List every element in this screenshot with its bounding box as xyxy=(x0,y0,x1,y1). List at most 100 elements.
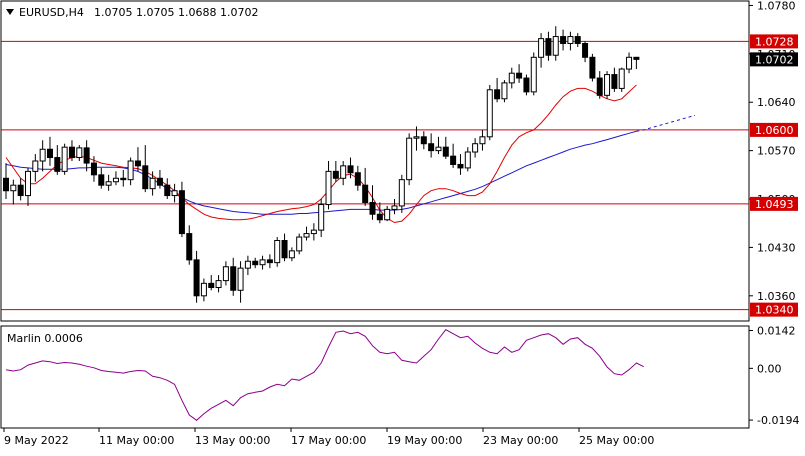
candle[interactable] xyxy=(10,179,17,205)
candle[interactable] xyxy=(538,33,545,68)
candle-body-bear xyxy=(46,148,53,159)
candle[interactable] xyxy=(120,169,127,187)
candle[interactable] xyxy=(376,202,383,224)
oscillator-axis: 0.0142 0.00 -0.0194 xyxy=(749,324,799,427)
candle[interactable] xyxy=(494,78,501,103)
candle[interactable] xyxy=(596,71,603,99)
candle[interactable] xyxy=(230,257,237,296)
candle[interactable] xyxy=(193,250,200,303)
candle[interactable] xyxy=(244,255,251,276)
candle[interactable] xyxy=(90,156,97,182)
candle[interactable] xyxy=(428,133,435,158)
candle[interactable] xyxy=(435,136,442,155)
candlesticks[interactable] xyxy=(3,26,640,303)
candle[interactable] xyxy=(32,154,39,182)
candle[interactable] xyxy=(178,181,185,238)
candle[interactable] xyxy=(127,157,134,186)
candle[interactable] xyxy=(237,261,244,303)
level-badge-bg xyxy=(750,302,798,317)
oscillator-tick-label: 0.0142 xyxy=(757,324,796,337)
candle[interactable] xyxy=(215,275,222,293)
candle[interactable] xyxy=(384,205,391,222)
candle[interactable] xyxy=(142,145,149,193)
candle[interactable] xyxy=(626,52,633,74)
candle[interactable] xyxy=(164,178,171,200)
candle[interactable] xyxy=(266,254,273,269)
candle[interactable] xyxy=(508,67,515,89)
candle[interactable] xyxy=(442,136,449,159)
candle[interactable] xyxy=(222,261,229,286)
level-badge-text: 1.0600 xyxy=(755,124,794,137)
candle[interactable] xyxy=(288,247,295,262)
candle[interactable] xyxy=(310,223,317,241)
candle[interactable] xyxy=(171,183,178,203)
candle[interactable] xyxy=(105,174,112,191)
candle[interactable] xyxy=(516,64,523,83)
candle[interactable] xyxy=(61,143,68,175)
candle[interactable] xyxy=(112,171,119,186)
candle[interactable] xyxy=(318,199,325,238)
candle[interactable] xyxy=(450,143,457,168)
candle[interactable] xyxy=(618,67,625,92)
candle[interactable] xyxy=(472,138,479,158)
candle[interactable] xyxy=(134,147,141,172)
candle[interactable] xyxy=(76,145,83,161)
candle[interactable] xyxy=(259,255,266,270)
candle[interactable] xyxy=(83,140,90,172)
candle[interactable] xyxy=(296,233,303,255)
candle[interactable] xyxy=(611,67,618,92)
candle[interactable] xyxy=(633,56,640,70)
candle[interactable] xyxy=(545,31,552,61)
candle[interactable] xyxy=(406,133,413,186)
candle[interactable] xyxy=(46,136,53,166)
candle[interactable] xyxy=(604,71,611,99)
candle[interactable] xyxy=(464,147,471,172)
candle[interactable] xyxy=(98,167,105,189)
candle[interactable] xyxy=(200,278,207,302)
candle[interactable] xyxy=(530,52,537,96)
candle[interactable] xyxy=(186,225,193,265)
candle-body-bear xyxy=(178,190,185,235)
candle[interactable] xyxy=(501,80,508,103)
candle[interactable] xyxy=(347,157,354,179)
candle[interactable] xyxy=(362,167,369,206)
candle[interactable] xyxy=(68,140,75,161)
candle[interactable] xyxy=(208,275,215,291)
candle[interactable] xyxy=(457,154,464,175)
candle[interactable] xyxy=(24,167,31,206)
candle[interactable] xyxy=(420,131,427,150)
candle[interactable] xyxy=(523,74,530,96)
candle-body-bear xyxy=(230,266,237,291)
candle[interactable] xyxy=(582,41,589,63)
candle[interactable] xyxy=(398,174,405,213)
candle[interactable] xyxy=(486,84,493,141)
candle[interactable] xyxy=(303,226,310,241)
candle[interactable] xyxy=(325,161,332,210)
candle[interactable] xyxy=(252,257,259,269)
candle[interactable] xyxy=(17,178,24,201)
candle[interactable] xyxy=(156,169,163,189)
candle[interactable] xyxy=(369,185,376,220)
candle[interactable] xyxy=(332,161,339,182)
candle[interactable] xyxy=(274,237,281,267)
candle[interactable] xyxy=(281,233,288,262)
candle[interactable] xyxy=(3,163,9,200)
dropdown-triangle-icon[interactable] xyxy=(6,9,14,15)
candle[interactable] xyxy=(479,129,486,151)
candle[interactable] xyxy=(413,126,420,151)
candle[interactable] xyxy=(574,33,581,47)
candle-body-bear xyxy=(98,174,105,186)
candle[interactable] xyxy=(149,171,156,196)
candle[interactable] xyxy=(54,145,61,175)
candle[interactable] xyxy=(589,53,596,82)
candle[interactable] xyxy=(39,140,46,172)
candle[interactable] xyxy=(354,165,361,191)
candle[interactable] xyxy=(560,29,567,51)
candle[interactable] xyxy=(552,26,559,61)
candle[interactable] xyxy=(340,161,347,186)
candle[interactable] xyxy=(567,31,574,51)
horizontal-levels[interactable] xyxy=(1,40,749,311)
candle[interactable] xyxy=(391,199,398,215)
